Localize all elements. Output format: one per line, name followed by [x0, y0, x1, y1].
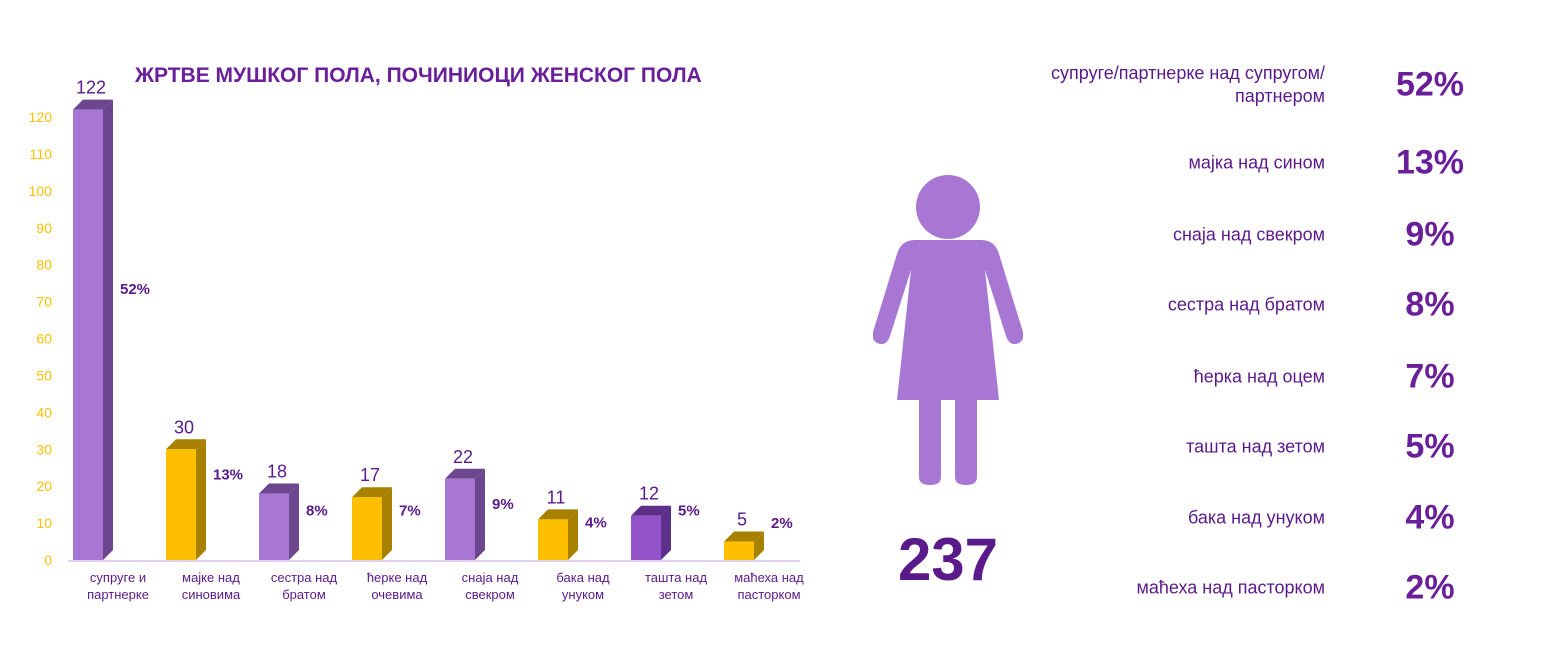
category-label: супруге и: [90, 570, 146, 585]
bar: [352, 497, 382, 560]
total-count: 237: [897, 526, 999, 593]
breakdown-row: ћерка над оцем 7%: [1040, 352, 1500, 402]
percent-label: 5%: [678, 503, 700, 520]
category-label: ћерке над: [367, 570, 428, 585]
category-label: мајке над: [182, 570, 240, 585]
value-label: 17: [360, 465, 380, 485]
bar-side: [661, 505, 671, 560]
breakdown-percent: 5%: [1405, 427, 1455, 466]
bar-side: [754, 531, 764, 560]
category-label: ташта над: [645, 570, 708, 585]
percent-label: 8%: [306, 503, 328, 520]
category-label: зетом: [659, 587, 694, 602]
category-label: братом: [282, 587, 326, 602]
y-tick-label: 100: [29, 183, 53, 199]
value-label: 12: [639, 484, 659, 504]
category-label: унуком: [562, 587, 604, 602]
bar-top: [352, 487, 392, 498]
bar-top: [259, 483, 299, 494]
bar: [631, 515, 661, 560]
category-label: свекром: [465, 587, 515, 602]
breakdown-label: ћерка над оцем: [1193, 366, 1325, 387]
y-tick-label: 120: [29, 109, 53, 125]
bar-top: [724, 531, 764, 542]
bar-side: [568, 509, 578, 560]
bar: [166, 449, 196, 560]
y-tick-label: 50: [36, 367, 52, 383]
value-label: 18: [267, 462, 287, 482]
y-tick-label: 110: [30, 146, 53, 162]
bar-top: [538, 509, 578, 520]
category-label: синовима: [182, 587, 241, 602]
breakdown-label: маћеха над пасторком: [1136, 577, 1325, 598]
bar-side: [382, 487, 392, 560]
bar-chart: 010203040506070809010011012012252%супруг…: [29, 78, 805, 602]
value-label: 22: [453, 447, 473, 467]
breakdown-row: бака над унуком 4%: [1040, 493, 1500, 543]
bar-top: [166, 439, 206, 450]
breakdown-label: мајка над сином: [1188, 152, 1325, 173]
breakdown-row: сестра над братом 8%: [1040, 280, 1500, 330]
bar: [538, 519, 568, 560]
percent-label: 13%: [213, 466, 243, 483]
breakdown-row: супруге/партнерке над супругом/партнером…: [1040, 60, 1500, 110]
y-tick-label: 20: [36, 478, 52, 494]
breakdown-label: супруге/партнерке над супругом/партнером: [1051, 63, 1325, 106]
category-label: очевима: [371, 587, 423, 602]
category-label: сестра над: [271, 570, 338, 585]
percent-label: 52%: [120, 281, 150, 298]
y-tick-label: 90: [36, 220, 52, 236]
value-label: 30: [174, 417, 194, 437]
bar-top: [631, 505, 671, 516]
bar: [73, 109, 103, 560]
bar-side: [196, 439, 206, 560]
y-tick-label: 30: [36, 441, 52, 457]
y-tick-label: 40: [36, 404, 52, 420]
percent-label: 9%: [492, 496, 514, 513]
bar: [445, 478, 475, 560]
bar-side: [103, 99, 113, 560]
breakdown-row: ташта над зетом 5%: [1040, 422, 1500, 472]
bar-side: [475, 468, 485, 560]
breakdown-percent: 8%: [1405, 285, 1455, 324]
breakdown-percent: 52%: [1395, 65, 1465, 104]
category-label: снаја над: [462, 570, 519, 585]
woman-icon: [873, 175, 1023, 485]
chart-title: ЖРТВЕ МУШКОГ ПОЛА, ПОЧИНИОЦИ ЖЕНСКОГ ПОЛ…: [135, 64, 702, 87]
y-tick-label: 0: [44, 552, 52, 568]
value-label: 11: [547, 487, 566, 507]
category-label: пасторком: [737, 587, 800, 602]
category-label: маћеха над: [734, 570, 804, 585]
bar-top: [445, 468, 485, 479]
breakdown-percent: 2%: [1405, 568, 1455, 607]
breakdown-percent: 13%: [1395, 143, 1465, 182]
value-label: 122: [76, 78, 106, 98]
y-tick-label: 60: [36, 331, 52, 347]
percent-label: 4%: [585, 515, 607, 532]
category-label: бака над: [556, 570, 610, 585]
breakdown-row: маћеха над пасторком 2%: [1040, 563, 1500, 613]
percent-label: 7%: [399, 503, 421, 520]
y-tick-label: 10: [36, 515, 52, 531]
breakdown-percent: 4%: [1405, 498, 1455, 537]
bar-side: [289, 483, 299, 560]
breakdown-percent: 7%: [1405, 357, 1455, 396]
y-tick-label: 70: [36, 294, 52, 310]
breakdown-row: снаја над свекром 9%: [1040, 210, 1500, 260]
bar: [259, 493, 289, 560]
breakdown-percent: 9%: [1405, 215, 1455, 254]
breakdown-label: бака над унуком: [1187, 507, 1325, 528]
breakdown-row: мајка над сином 13%: [1040, 138, 1500, 188]
breakdown-label: ташта над зетом: [1186, 436, 1325, 457]
percent-label: 2%: [771, 515, 793, 532]
breakdown-label: снаја над свекром: [1172, 224, 1325, 245]
value-label: 5: [737, 510, 747, 530]
bar-top: [73, 99, 113, 110]
category-label: партнерке: [87, 587, 149, 602]
breakdown-label: сестра над братом: [1167, 294, 1325, 315]
bar: [724, 541, 754, 560]
y-tick-label: 80: [36, 257, 52, 273]
